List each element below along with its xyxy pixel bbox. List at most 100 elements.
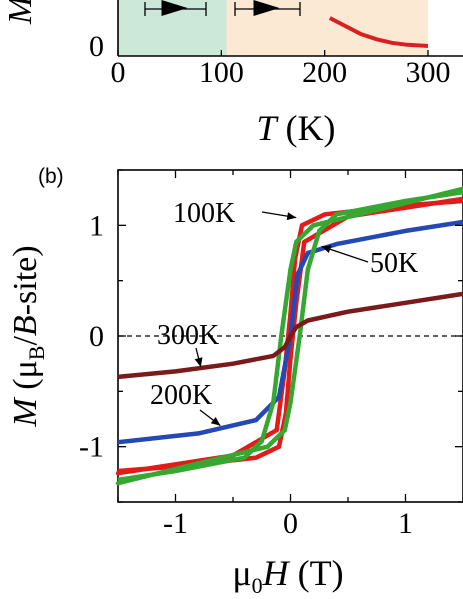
data-point <box>288 400 293 405</box>
data-point <box>281 317 286 322</box>
data-point <box>274 375 279 380</box>
data-point <box>292 367 298 372</box>
data-point <box>283 424 288 429</box>
data-point <box>297 333 302 339</box>
x-axis-label: T (K) <box>256 108 335 148</box>
data-point <box>302 239 307 245</box>
data-point <box>262 409 267 414</box>
data-point <box>278 387 283 392</box>
data-point <box>135 476 141 481</box>
data-point <box>261 434 266 439</box>
data-point <box>256 415 262 420</box>
data-point <box>276 394 282 400</box>
data-point <box>290 383 295 388</box>
data-point <box>284 420 289 426</box>
data-point <box>314 238 319 243</box>
direction-arrow-0 <box>144 0 207 16</box>
x-axis-label: μ0H (T) <box>232 553 343 598</box>
direction-arrows <box>144 0 301 16</box>
data-point <box>262 429 267 434</box>
data-point <box>259 412 264 417</box>
data-point <box>291 277 296 282</box>
data-point <box>371 208 377 213</box>
data-point <box>287 362 293 368</box>
data-point <box>460 186 463 191</box>
data-point <box>265 419 270 424</box>
data-point <box>291 253 296 258</box>
data-point <box>248 448 253 453</box>
series-line-a <box>328 16 429 48</box>
data-point <box>286 410 291 415</box>
data-point <box>295 350 300 355</box>
axis-ticks <box>117 169 463 503</box>
data-point <box>305 250 310 256</box>
y-axis-label: M (μB/B-site) <box>7 245 49 427</box>
y-axis-label: M <box>2 0 39 25</box>
annotation-arrowhead <box>286 212 297 221</box>
x-tick-label: 300 <box>406 56 451 89</box>
data-point <box>272 391 277 397</box>
data-point <box>285 390 290 395</box>
data-point <box>301 247 306 252</box>
data-point <box>282 364 287 369</box>
data-point <box>282 308 287 314</box>
data-point <box>115 481 121 486</box>
data-point <box>312 243 318 248</box>
data-point <box>166 468 171 473</box>
data-point <box>294 280 299 285</box>
data-point <box>279 379 285 384</box>
panel-a: 0 100 200 300 0 M T (K) <box>2 0 463 148</box>
y-tick-labels: -1 0 1 <box>79 209 104 463</box>
data-point <box>247 443 252 449</box>
data-point <box>280 325 285 330</box>
series-line-300K-upper <box>117 291 463 380</box>
data-point <box>334 212 339 217</box>
data-point <box>125 478 131 483</box>
data-point <box>307 262 312 267</box>
data-point <box>239 450 244 456</box>
data-point <box>302 292 307 297</box>
x-tick-label: 0 <box>283 507 298 540</box>
x-tick-label: 0 <box>111 56 126 89</box>
data-point <box>290 318 295 323</box>
data-point <box>289 263 294 269</box>
data-point <box>275 367 280 372</box>
data-point <box>291 270 297 275</box>
data-point <box>176 466 181 471</box>
annotation-label: 100K <box>173 198 235 229</box>
x-tick-labels: 0 100 200 300 <box>111 50 451 89</box>
data-point <box>460 196 463 201</box>
data-point <box>146 473 151 478</box>
data-point <box>299 317 304 322</box>
x-tick-labels: -1 0 1 <box>163 507 413 540</box>
data-point <box>156 471 161 476</box>
data-point <box>293 288 298 293</box>
data-point <box>284 292 290 297</box>
data-point <box>287 403 292 409</box>
annotation-label: 50K <box>370 248 418 279</box>
data-point <box>403 205 408 210</box>
data-series <box>115 186 463 486</box>
data-point <box>311 248 316 253</box>
data-point <box>286 407 292 412</box>
panel-label: (b) <box>38 165 64 188</box>
data-point <box>363 210 368 216</box>
data-point <box>277 440 283 445</box>
data-point <box>268 409 273 415</box>
data-point <box>417 203 423 208</box>
data-point <box>277 405 282 410</box>
data-point <box>303 284 308 289</box>
data-point <box>304 275 309 281</box>
annotation-label: 200K <box>150 380 212 411</box>
data-point <box>265 406 270 411</box>
y-tick-label: 0 <box>89 320 104 353</box>
data-point <box>276 412 281 418</box>
annotation-arrowhead <box>321 245 332 253</box>
x-tick-label: 1 <box>398 507 413 540</box>
data-point <box>282 427 287 433</box>
annotation-arrowhead <box>194 357 203 367</box>
data-point <box>337 216 342 222</box>
x-tick-label: -1 <box>163 507 188 540</box>
data-point <box>213 456 218 462</box>
